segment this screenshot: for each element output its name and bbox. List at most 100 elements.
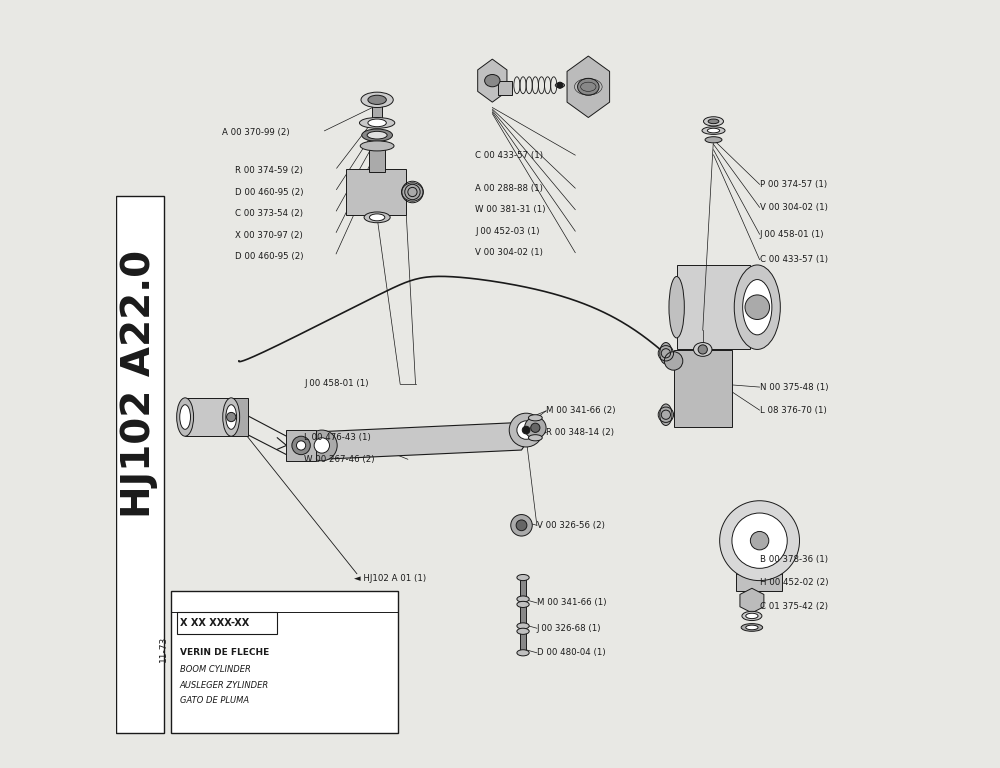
Ellipse shape <box>402 183 423 201</box>
Bar <box>736 551 782 591</box>
Circle shape <box>517 421 535 439</box>
Ellipse shape <box>180 405 190 429</box>
Circle shape <box>509 413 543 447</box>
Text: X XX XXX-XX: X XX XXX-XX <box>180 617 249 628</box>
Ellipse shape <box>555 83 565 88</box>
Text: ◄ HJ102 A 01 (1): ◄ HJ102 A 01 (1) <box>354 574 426 583</box>
Text: V 00 304-02 (1): V 00 304-02 (1) <box>475 248 543 257</box>
Text: C 00 373-54 (2): C 00 373-54 (2) <box>235 209 303 218</box>
Text: M 00 341-66 (2): M 00 341-66 (2) <box>546 406 616 415</box>
Text: L 00 476-43 (1): L 00 476-43 (1) <box>304 433 371 442</box>
Polygon shape <box>322 422 531 459</box>
Text: D 00 460-95 (2): D 00 460-95 (2) <box>235 187 304 197</box>
Circle shape <box>531 423 540 432</box>
Ellipse shape <box>368 119 386 127</box>
Text: VERIN DE FLECHE: VERIN DE FLECHE <box>180 648 269 657</box>
Text: D 00 480-04 (1): D 00 480-04 (1) <box>537 648 605 657</box>
Circle shape <box>296 441 306 450</box>
Text: GATO DE PLUMA: GATO DE PLUMA <box>180 696 249 705</box>
Text: H 00 452-02 (2): H 00 452-02 (2) <box>760 578 828 587</box>
Text: B 00 378-36 (1): B 00 378-36 (1) <box>760 554 828 564</box>
Bar <box>346 169 406 215</box>
Ellipse shape <box>708 119 719 124</box>
Ellipse shape <box>360 141 394 151</box>
Bar <box>286 430 316 461</box>
Bar <box>674 350 732 427</box>
Polygon shape <box>478 59 507 102</box>
Circle shape <box>664 352 683 370</box>
Bar <box>677 265 750 349</box>
Text: V 00 304-02 (1): V 00 304-02 (1) <box>760 203 827 212</box>
Text: M 00 341-66 (1): M 00 341-66 (1) <box>537 598 606 607</box>
Ellipse shape <box>517 650 529 656</box>
Circle shape <box>720 501 800 581</box>
Text: W 00 267-46 (2): W 00 267-46 (2) <box>304 455 375 464</box>
Ellipse shape <box>705 137 722 143</box>
Bar <box>498 81 512 95</box>
Ellipse shape <box>364 212 390 223</box>
Ellipse shape <box>177 398 194 436</box>
Ellipse shape <box>746 625 758 630</box>
Ellipse shape <box>517 574 529 581</box>
Ellipse shape <box>517 596 529 602</box>
Ellipse shape <box>362 129 392 141</box>
Ellipse shape <box>704 117 723 126</box>
Ellipse shape <box>517 601 529 607</box>
Text: D 00 460-95 (2): D 00 460-95 (2) <box>235 252 304 261</box>
Ellipse shape <box>359 118 395 128</box>
Ellipse shape <box>528 415 542 421</box>
Text: W 00 381-31 (1): W 00 381-31 (1) <box>475 205 546 214</box>
Bar <box>520 604 526 626</box>
Circle shape <box>698 345 707 354</box>
Text: BOOM CYLINDER: BOOM CYLINDER <box>180 665 251 674</box>
Ellipse shape <box>660 343 672 364</box>
Bar <box>520 578 526 599</box>
Circle shape <box>227 412 236 422</box>
Circle shape <box>516 520 527 531</box>
Text: C 00 433-57 (1): C 00 433-57 (1) <box>760 255 828 264</box>
Text: C 00 433-57 (1): C 00 433-57 (1) <box>475 151 543 160</box>
Text: HJ102 A22.0: HJ102 A22.0 <box>120 250 158 518</box>
Text: J 00 452-03 (1): J 00 452-03 (1) <box>475 227 540 236</box>
Circle shape <box>745 295 770 319</box>
Ellipse shape <box>578 78 599 95</box>
Text: AUSLEGER ZYLINDER: AUSLEGER ZYLINDER <box>180 680 269 690</box>
Bar <box>171 591 398 733</box>
Bar <box>231 398 248 436</box>
Ellipse shape <box>517 628 529 634</box>
Ellipse shape <box>746 613 758 619</box>
Bar <box>177 612 277 634</box>
Ellipse shape <box>660 404 672 425</box>
Ellipse shape <box>485 74 500 87</box>
Text: J 00 458-01 (1): J 00 458-01 (1) <box>760 230 824 239</box>
Bar <box>520 631 526 653</box>
Ellipse shape <box>517 623 529 629</box>
Ellipse shape <box>367 131 387 139</box>
Text: A 00 370-99 (2): A 00 370-99 (2) <box>222 127 290 137</box>
Circle shape <box>292 436 310 455</box>
Text: R 00 348-14 (2): R 00 348-14 (2) <box>546 428 614 437</box>
Bar <box>369 146 385 172</box>
Ellipse shape <box>669 276 684 338</box>
Circle shape <box>557 82 563 88</box>
Ellipse shape <box>368 95 386 104</box>
Polygon shape <box>567 56 610 118</box>
Bar <box>372 100 382 123</box>
Bar <box>185 398 231 436</box>
Ellipse shape <box>707 128 720 133</box>
Text: P 00 374-57 (1): P 00 374-57 (1) <box>760 180 827 189</box>
Polygon shape <box>740 588 764 613</box>
Text: J 00 326-68 (1): J 00 326-68 (1) <box>537 624 601 633</box>
Circle shape <box>750 531 769 550</box>
Text: X 00 370-97 (2): X 00 370-97 (2) <box>235 230 303 240</box>
Ellipse shape <box>226 405 237 429</box>
Circle shape <box>306 430 337 461</box>
Text: C 01 375-42 (2): C 01 375-42 (2) <box>760 602 828 611</box>
Text: R 00 374-59 (2): R 00 374-59 (2) <box>235 166 303 175</box>
Circle shape <box>522 426 530 434</box>
Text: L 08 376-70 (1): L 08 376-70 (1) <box>760 406 826 415</box>
Text: 11-73: 11-73 <box>159 636 168 662</box>
Ellipse shape <box>369 214 385 221</box>
Ellipse shape <box>743 280 772 335</box>
Circle shape <box>314 438 330 453</box>
